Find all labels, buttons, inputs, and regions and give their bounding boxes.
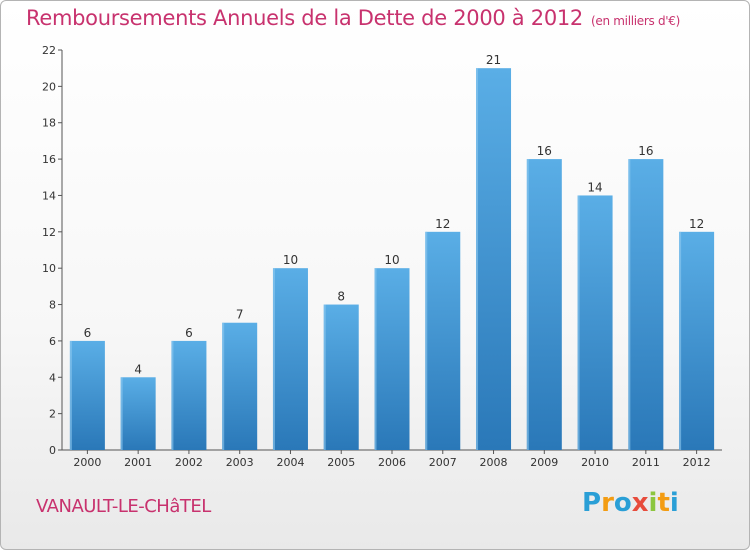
bar	[171, 340, 207, 450]
bar	[628, 159, 664, 450]
town-name: VANAULT-LE-CHâTEL	[36, 496, 211, 517]
logo-letter: r	[601, 488, 614, 518]
bars	[69, 68, 715, 450]
x-tick-label: 2009	[530, 456, 558, 469]
data-label: 14	[587, 180, 602, 194]
bar-highlight	[577, 195, 580, 450]
y-tick-label: 16	[42, 153, 56, 166]
logo-letter: t	[657, 488, 670, 518]
y-tick-label: 12	[42, 226, 56, 239]
bar	[69, 340, 105, 450]
x-tick-label: 2010	[581, 456, 609, 469]
data-label: 10	[384, 253, 399, 267]
y-tick-label: 10	[42, 262, 56, 275]
data-label: 6	[84, 326, 92, 340]
data-labels: 6 4 6 7 10 8 10 12 21 16 14 16 12	[84, 53, 705, 376]
logo-letter: P	[582, 488, 602, 518]
data-label: 8	[337, 290, 345, 304]
bar-highlight	[476, 68, 479, 450]
bar-highlight	[171, 340, 174, 450]
chart-title-text: Remboursements Annuels de la Dette de 20…	[26, 6, 583, 30]
data-label: 21	[486, 53, 501, 67]
y-tick-label: 6	[49, 335, 56, 348]
x-tick-label: 2011	[632, 456, 660, 469]
bar	[374, 268, 410, 450]
bar-highlight	[526, 159, 529, 450]
x-tick-label: 2005	[327, 456, 355, 469]
x-tick-label: 2004	[276, 456, 304, 469]
bar	[272, 268, 308, 450]
chart-subtitle: (en milliers d'€)	[591, 14, 681, 28]
bar-highlight	[425, 231, 428, 450]
bar	[476, 68, 512, 450]
logo-letter: i	[669, 488, 679, 518]
x-tick-label: 2006	[378, 456, 406, 469]
bar-highlight	[69, 340, 72, 450]
x-tick-label: 2012	[683, 456, 711, 469]
data-label: 7	[236, 308, 244, 322]
logo-letter: x	[631, 488, 649, 518]
bar-highlight	[272, 268, 275, 450]
data-label: 6	[185, 326, 193, 340]
y-tick-label: 22	[42, 44, 56, 57]
data-label: 10	[283, 253, 298, 267]
x-tick-label: 2002	[175, 456, 203, 469]
data-label: 12	[435, 217, 450, 231]
bar	[120, 377, 156, 450]
data-label: 12	[689, 217, 704, 231]
proxiti-logo: Proxiti	[582, 488, 679, 518]
logo-letter: i	[648, 488, 658, 518]
chart-title: Remboursements Annuels de la Dette de 20…	[26, 6, 680, 30]
y-tick-label: 20	[42, 80, 56, 93]
y-tick-label: 14	[42, 189, 56, 202]
x-tick-label: 2000	[73, 456, 101, 469]
bar-highlight	[222, 322, 225, 450]
x-tick-label: 2008	[480, 456, 508, 469]
logo-letter: o	[613, 488, 632, 518]
y-tick-label: 2	[49, 408, 56, 421]
y-tick-label: 4	[49, 371, 56, 384]
bar-highlight	[679, 231, 682, 450]
bar-highlight	[628, 159, 631, 450]
bar-highlight	[374, 268, 377, 450]
bar	[679, 231, 715, 450]
bar	[323, 304, 359, 450]
bar	[222, 322, 258, 450]
bar	[526, 159, 562, 450]
y-tick-label: 8	[49, 299, 56, 312]
bar	[425, 231, 461, 450]
data-label: 4	[134, 362, 142, 376]
data-label: 16	[638, 144, 653, 158]
x-tick-label: 2003	[226, 456, 254, 469]
bar	[577, 195, 613, 450]
bar-highlight	[120, 377, 123, 450]
y-tick-label: 18	[42, 117, 56, 130]
x-tick-label: 2001	[124, 456, 152, 469]
data-label: 16	[537, 144, 552, 158]
y-tick-label: 0	[49, 444, 56, 457]
bar-highlight	[323, 304, 326, 450]
x-tick-label: 2007	[429, 456, 457, 469]
